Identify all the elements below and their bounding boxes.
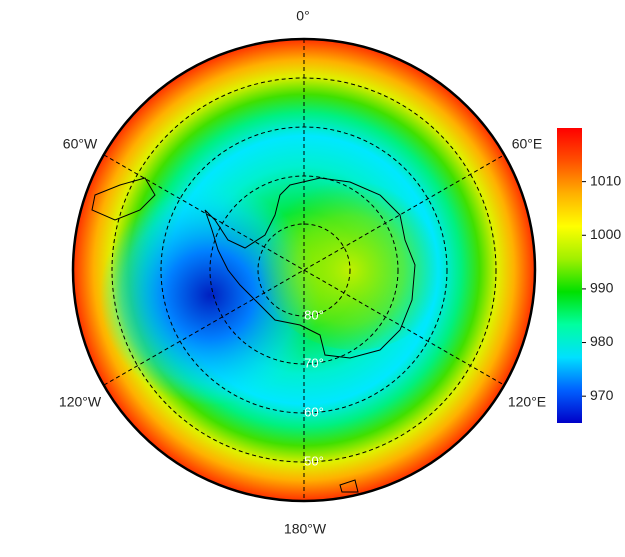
meridian-label: 120°W [59, 394, 102, 410]
meridian-label: 60°W [63, 136, 98, 152]
meridian-label: 0° [296, 8, 309, 24]
parallel-circle [209, 175, 399, 365]
colorbar-label: 980 [590, 333, 614, 349]
meridian-label: 60°E [512, 136, 543, 152]
map-border [71, 37, 537, 503]
parallel-label: 70° [304, 355, 324, 370]
colorbar [557, 128, 582, 423]
parallel-circle [257, 223, 351, 317]
meridian-label: 180°W [284, 521, 327, 537]
parallel-circle [160, 126, 448, 414]
coastline [91, 177, 416, 493]
colorbar-label: 1010 [590, 172, 621, 188]
colorbar-label: 990 [590, 280, 614, 296]
parallel-label: 60° [304, 404, 324, 419]
parallel-label: 50° [304, 453, 324, 468]
colorbar-label: 970 [590, 387, 614, 403]
parallel-circle [111, 77, 497, 463]
meridian-label: 120°E [508, 394, 546, 410]
colorbar-label: 1000 [590, 226, 621, 242]
graticule [103, 39, 505, 501]
parallels [111, 77, 497, 463]
parallel-label: 80° [304, 307, 324, 322]
